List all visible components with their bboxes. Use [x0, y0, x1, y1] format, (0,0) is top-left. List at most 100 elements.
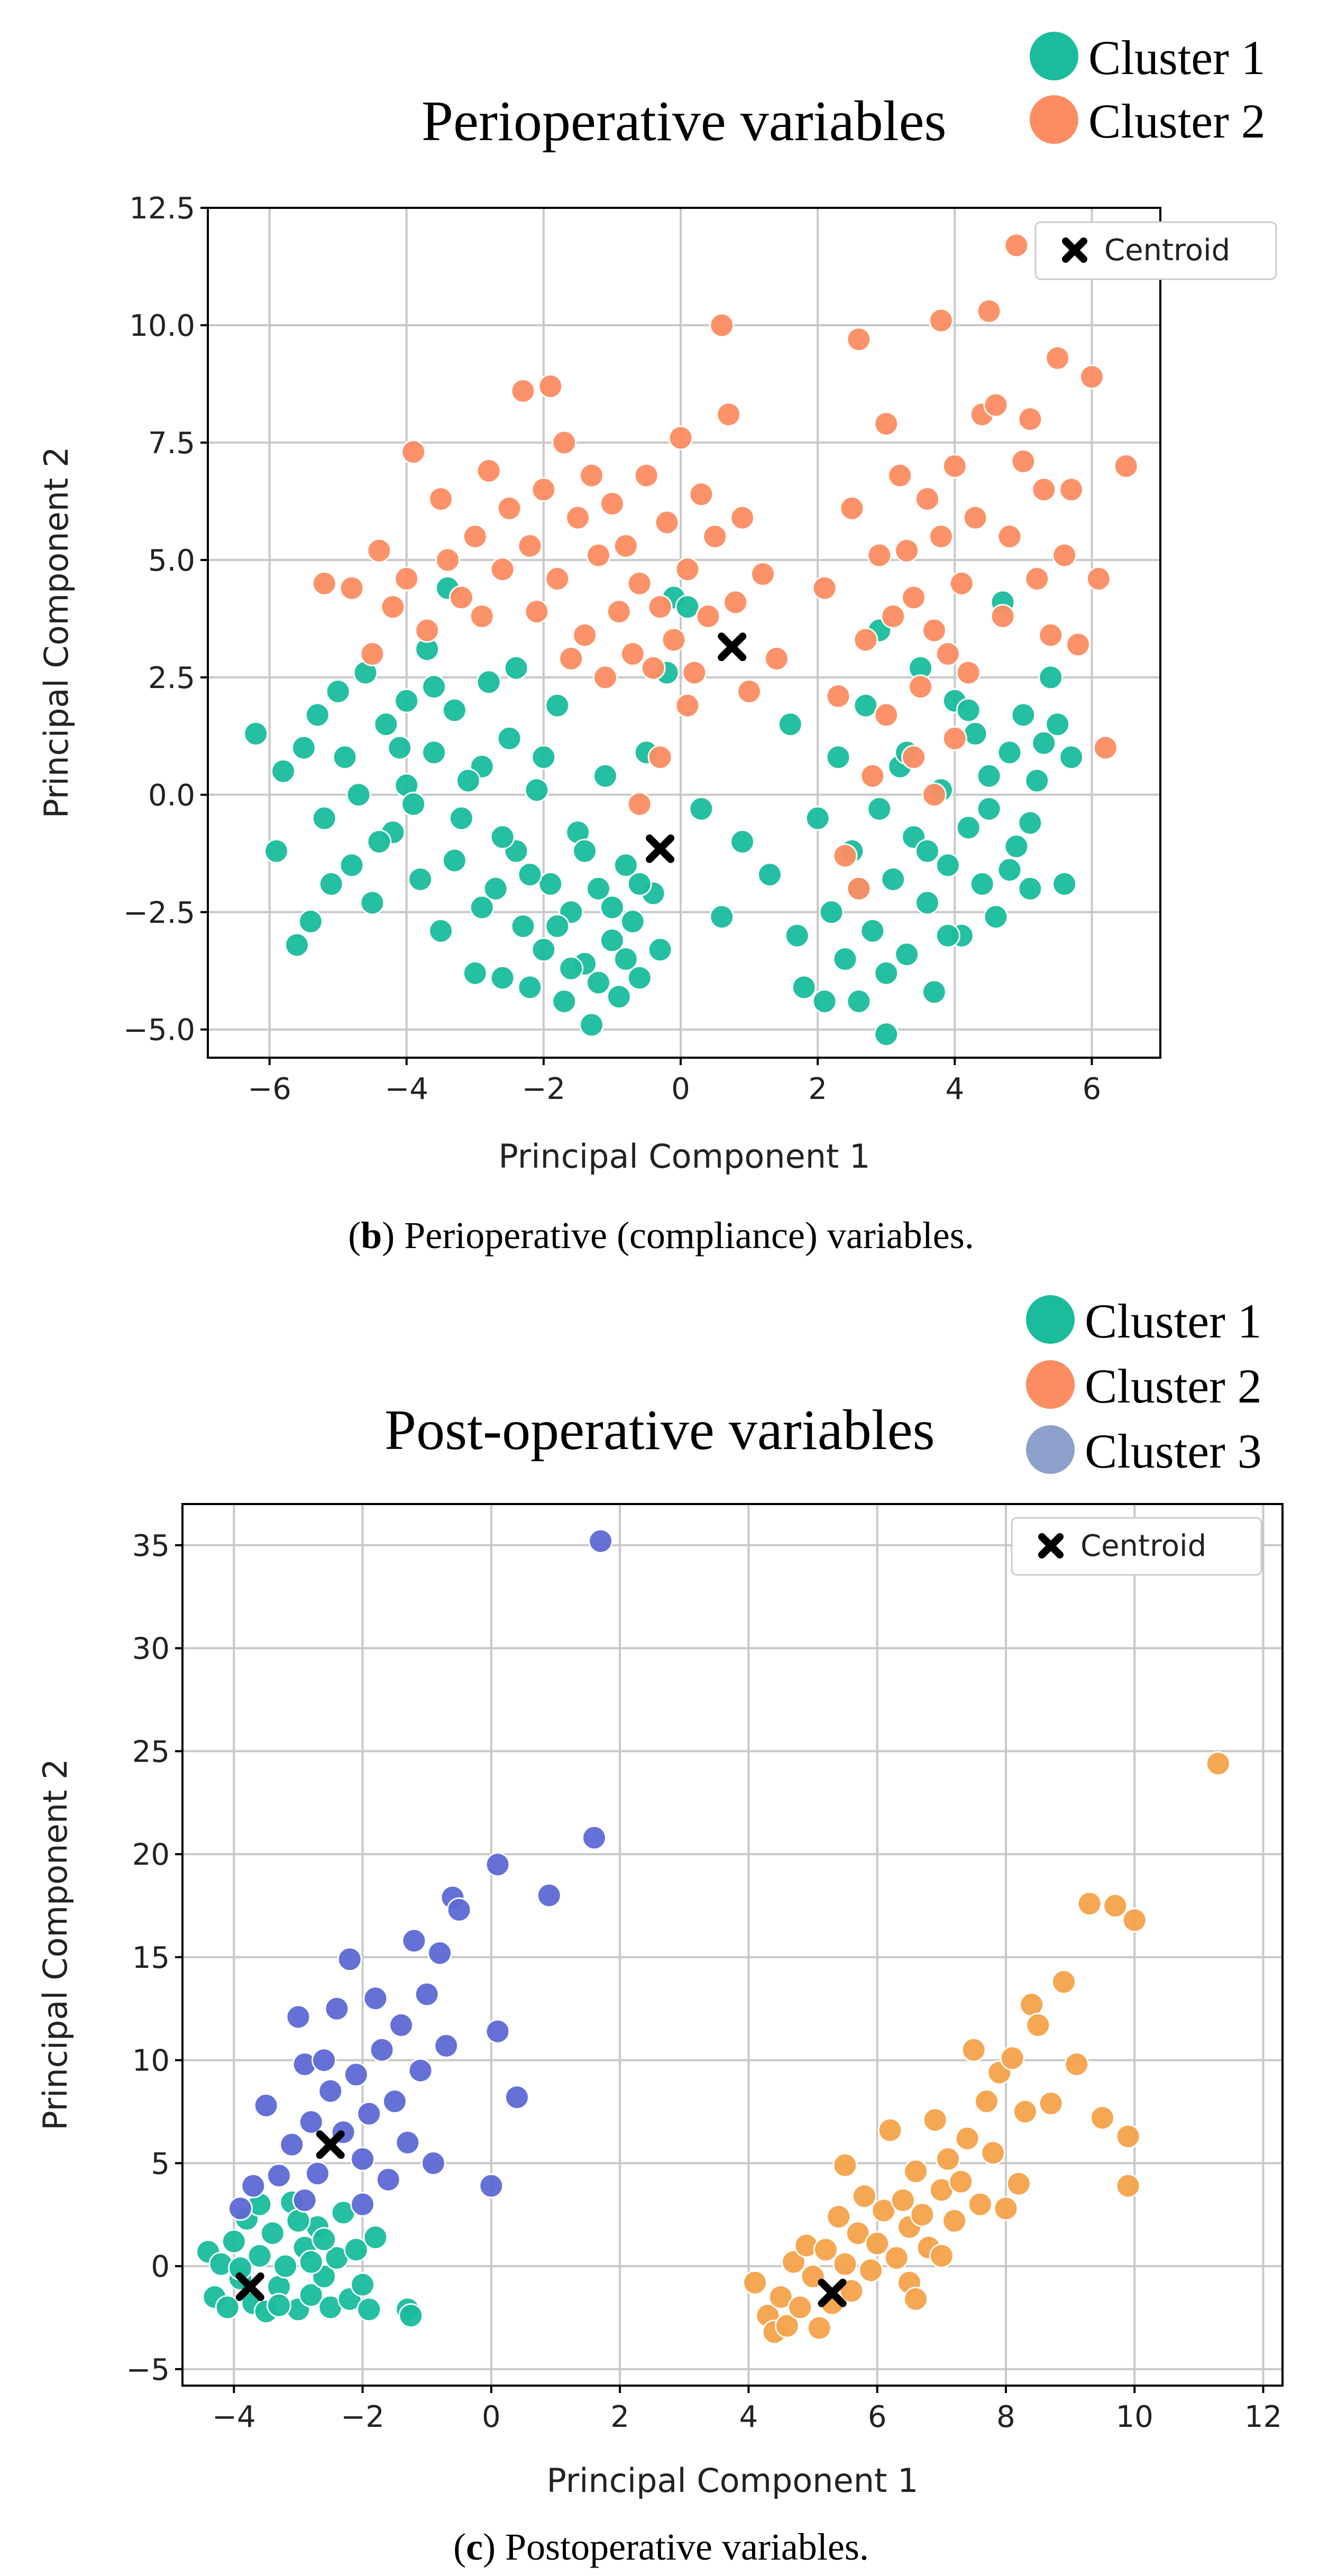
point-cluster-1: [247, 2243, 272, 2269]
y-tick-label: −5: [126, 2353, 170, 2387]
point-cluster-2: [921, 618, 947, 643]
point-cluster-2: [993, 2196, 1019, 2221]
point-cluster-1: [312, 2226, 337, 2252]
point-cluster-1: [221, 2229, 246, 2254]
point-cluster-2: [812, 575, 837, 601]
legend-cluster-2-label: Cluster 2: [1088, 94, 1266, 148]
centroid-marker: [316, 2130, 345, 2159]
point-cluster-3: [350, 2192, 375, 2217]
point-cluster-1: [805, 805, 830, 831]
point-cluster-2: [826, 683, 851, 709]
y-tick-label: 25: [132, 1735, 170, 1769]
point-cluster-2: [1000, 2046, 1025, 2071]
point-cluster-1: [483, 876, 508, 901]
y-axis-label: Principal Component 2: [36, 1758, 75, 2130]
point-cluster-2: [1018, 407, 1043, 432]
y-axis-label: Principal Component 2: [37, 446, 76, 818]
point-cluster-2: [558, 646, 584, 671]
point-cluster-1: [346, 782, 371, 808]
point-cluster-2: [640, 655, 666, 681]
point-cluster-1: [545, 693, 570, 718]
point-cluster-1: [606, 984, 631, 1010]
point-cluster-1: [264, 838, 289, 864]
point-cluster-1: [874, 960, 899, 986]
point-cluster-3: [241, 2173, 266, 2198]
y-tick-label: 15: [132, 1941, 170, 1975]
y-tick-label: 5.0: [148, 544, 195, 578]
point-cluster-3: [343, 2062, 369, 2087]
point-cluster-2: [360, 641, 385, 666]
x-tick-label: 2: [808, 1072, 827, 1106]
point-cluster-2: [462, 524, 488, 549]
point-cluster-1: [1038, 665, 1064, 690]
point-cluster-1: [401, 792, 426, 817]
point-cluster-2: [435, 547, 460, 573]
point-cluster-2: [871, 2198, 896, 2223]
point-cluster-1: [826, 745, 851, 770]
point-cluster-1: [867, 796, 892, 821]
point-cluster-2: [1093, 735, 1118, 760]
y-tick-label: 0: [151, 2250, 170, 2284]
point-cluster-1: [367, 829, 392, 855]
point-cluster-1: [305, 702, 330, 728]
point-cluster-3: [427, 1940, 453, 1966]
point-cluster-1: [874, 1022, 899, 1047]
x-tick-label: 10: [1116, 2400, 1153, 2434]
y-tick-label: 7.5: [148, 426, 195, 461]
point-cluster-2: [552, 430, 577, 455]
plot-frame: [207, 207, 1161, 1059]
point-cluster-2: [647, 594, 673, 620]
point-cluster-1: [675, 594, 700, 620]
point-cluster-2: [901, 745, 927, 770]
point-cluster-2: [832, 2251, 858, 2277]
point-cluster-2: [1052, 543, 1077, 568]
plot-area-c: −4 −2 0 2 4 6 8 10 12 −5 0 5 10 15 20 25 30 35 Centroid: [126, 1503, 1284, 2434]
y-ticks: −5 0 5 10 15 20 25 30 35: [126, 1529, 182, 2387]
point-cluster-2: [750, 562, 776, 587]
point-cluster-1: [894, 942, 920, 967]
point-cluster-1: [853, 693, 878, 718]
point-cluster-1: [510, 913, 536, 939]
point-cluster-3: [266, 2163, 291, 2188]
point-cluster-2: [367, 538, 392, 563]
centroid-marker: [718, 632, 747, 662]
point-cluster-1: [497, 726, 522, 751]
point-cluster-3: [286, 2004, 311, 2030]
point-cluster-2: [949, 571, 974, 596]
point-cluster-1: [360, 890, 385, 915]
point-cluster-1: [572, 838, 598, 864]
point-cluster-2: [858, 2258, 884, 2283]
point-cluster-2: [1006, 2171, 1031, 2196]
point-cluster-2: [599, 491, 625, 516]
point-cluster-2: [1024, 566, 1050, 591]
point-cluster-2: [620, 641, 645, 666]
y-tick-label: 30: [132, 1632, 170, 1666]
x-tick-label: 8: [996, 2400, 1015, 2434]
point-cluster-1: [1031, 730, 1057, 756]
point-cluster-2: [942, 453, 967, 479]
x-tick-label: 12: [1244, 2400, 1282, 2434]
point-cluster-1: [757, 862, 782, 887]
point-cluster-2: [675, 557, 700, 582]
point-cluster-3: [350, 2147, 375, 2172]
x-axis-label: Principal Component 1: [498, 1137, 870, 1176]
point-cluster-2: [1038, 622, 1064, 648]
point-cluster-2: [956, 660, 981, 685]
point-cluster-2: [908, 674, 933, 700]
caption-b-text: ) Perioperative (compliance) variables.: [382, 1214, 974, 1257]
point-cluster-2: [983, 392, 1009, 418]
point-cluster-1: [531, 937, 556, 962]
point-cluster-1: [531, 745, 556, 770]
chart-title: Post-operative variables: [384, 1399, 935, 1462]
point-cluster-1: [408, 867, 433, 892]
point-cluster-2: [1077, 1891, 1102, 1917]
x-axis-label: Principal Component 1: [546, 2461, 918, 2500]
point-cluster-2: [339, 575, 364, 601]
point-cluster-3: [318, 2078, 343, 2104]
point-cluster-1: [969, 871, 995, 896]
point-cluster-1: [997, 740, 1022, 765]
centroid-legend: Centroid: [1011, 1517, 1262, 1576]
point-cluster-3: [434, 2033, 459, 2058]
x-tick-label: 0: [482, 2400, 501, 2434]
point-cluster-2: [787, 2295, 813, 2320]
